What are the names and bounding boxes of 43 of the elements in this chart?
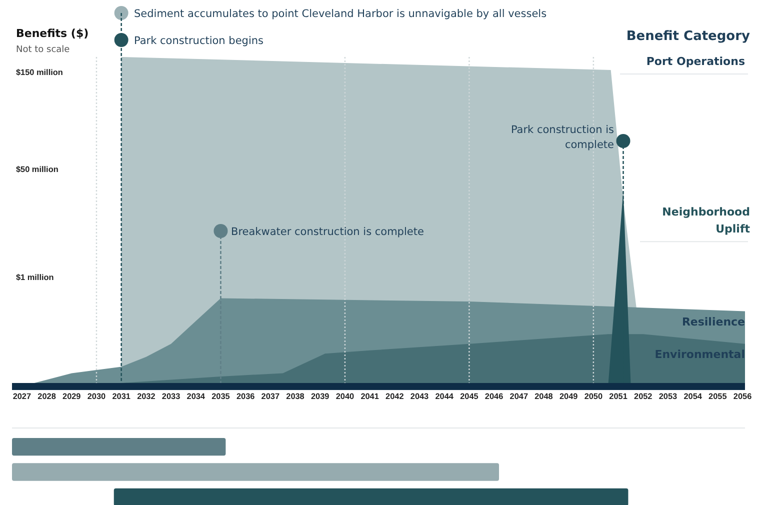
x-tick-label: 2039 — [311, 392, 330, 401]
x-tick-label: 2055 — [708, 392, 728, 401]
x-tick-label: 2031 — [112, 392, 131, 401]
x-tick-label: 2037 — [261, 392, 280, 401]
text: Park construction begins — [134, 35, 264, 47]
x-tick-label: 2033 — [162, 392, 181, 401]
x-tick-label: 2044 — [435, 392, 454, 401]
x-tick-label: 2029 — [62, 392, 82, 401]
legend-title: Benefit Category — [626, 29, 751, 44]
x-tick-label: 2054 — [684, 392, 702, 401]
x-tick-label: 2036 — [236, 392, 256, 401]
y-axis-title: Benefits ($) — [16, 27, 89, 40]
x-tick-label: 2050 — [584, 392, 603, 401]
x-tick-label: 2043 — [410, 392, 430, 401]
annotation: $150 million — [16, 68, 63, 77]
x-tick-label: 2042 — [386, 392, 404, 401]
x-tick-label: 2030 — [87, 392, 106, 401]
x-tick-label: 2051 — [609, 392, 628, 401]
x-tick-label: 2028 — [38, 392, 56, 401]
x-tick-label: 2045 — [460, 392, 479, 401]
x-tick-label: 2053 — [658, 392, 678, 401]
x-tick-label: 2047 — [510, 392, 528, 401]
annotation: $1 million — [16, 273, 54, 282]
x-tick-label: 2049 — [559, 392, 578, 401]
annotation: Park construction is complete — [510, 124, 614, 151]
x-tick-label: 2041 — [360, 392, 380, 401]
x-tick-label: 2056 — [733, 392, 752, 401]
x-tick-label: 2027 — [12, 392, 32, 401]
text: Sediment accumulates to point Cleveland Harbor is unnavigable by all vessels — [134, 8, 547, 20]
text: Port Operations — [646, 55, 746, 68]
x-tick-label: 2048 — [534, 392, 554, 401]
x-tick-label: 2035 — [212, 392, 230, 401]
x-tick-label: 2046 — [484, 392, 504, 401]
annotation: Breakwater construction is complete — [231, 226, 424, 238]
text: Neighborhood Uplift — [662, 206, 750, 236]
x-tick-label: 2040 — [336, 392, 355, 401]
x-tick-label: 2052 — [634, 392, 653, 401]
chart-subtitle: Not to scale — [16, 45, 70, 55]
x-tick-label: 2034 — [186, 392, 206, 401]
annotation: $50 million — [16, 165, 58, 174]
x-tick-label: 2038 — [286, 392, 305, 401]
x-tick-label: 2032 — [137, 392, 156, 401]
series-label: Resilience — [682, 315, 745, 328]
